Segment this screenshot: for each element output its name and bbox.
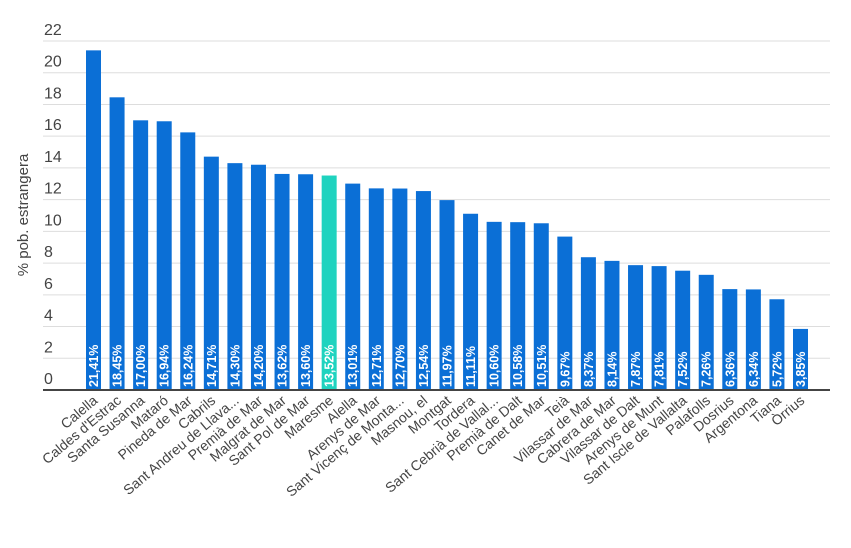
data-label: 8,37%	[582, 352, 596, 387]
bar	[604, 260, 620, 390]
data-label: 12,71%	[370, 345, 384, 387]
bar	[651, 266, 667, 390]
bar	[557, 236, 573, 390]
data-label: 5,72%	[770, 352, 784, 387]
y-tick-label: 12	[44, 181, 62, 198]
data-label: 7,87%	[629, 352, 643, 387]
bar	[298, 174, 314, 390]
data-label: 6,36%	[723, 352, 737, 387]
bar	[133, 120, 149, 391]
gridlines	[43, 40, 830, 359]
data-label: 3,85%	[794, 352, 808, 387]
y-tick-label: 4	[44, 308, 53, 325]
bar	[722, 289, 738, 390]
data-label: 12,54%	[417, 345, 431, 387]
bar	[274, 173, 290, 390]
bar	[580, 257, 596, 390]
y-tick-label: 6	[44, 276, 53, 293]
y-tick-label: 0	[44, 371, 53, 388]
y-tick-label: 16	[44, 117, 62, 134]
data-label: 10,60%	[488, 345, 502, 387]
bar	[675, 270, 691, 390]
data-label: 16,24%	[181, 345, 195, 387]
bar	[745, 289, 761, 390]
bar	[180, 132, 196, 390]
data-label: 12,70%	[393, 345, 407, 387]
bar	[227, 163, 243, 390]
data-label: 13,60%	[299, 345, 313, 387]
y-tick-label: 20	[44, 54, 62, 71]
data-label: 16,94%	[158, 345, 172, 387]
data-label: 13,01%	[346, 345, 360, 387]
bar	[628, 265, 644, 390]
bar	[156, 121, 172, 391]
data-label: 11,97%	[441, 345, 455, 387]
data-label: 14,20%	[252, 345, 266, 387]
bar	[698, 274, 714, 390]
bar	[510, 222, 526, 390]
bar	[203, 156, 219, 390]
bar	[533, 223, 549, 390]
bar	[368, 188, 384, 390]
bar	[86, 50, 101, 390]
data-label: 13,62%	[276, 345, 290, 387]
bars: 21,41% 18,45% 17,00% 16,94% 16,24% 14,71% 14,3…	[86, 50, 808, 391]
y-tick-label: 14	[44, 149, 62, 166]
data-label: 7,81%	[653, 352, 667, 387]
data-label: 17,00%	[134, 345, 148, 387]
bar	[392, 188, 408, 390]
bar	[793, 328, 808, 390]
bar	[769, 299, 785, 390]
y-tick-label: 10	[44, 212, 62, 229]
bar	[250, 164, 266, 390]
bar	[415, 191, 431, 390]
data-label: 13,52%	[323, 345, 337, 387]
bar	[463, 213, 479, 390]
y-tick-label: 22	[44, 22, 62, 39]
bar	[321, 175, 337, 390]
data-label: 11,11%	[464, 346, 478, 387]
data-label: 10,51%	[535, 345, 549, 387]
y-axis-ticks: 0 2 4 6 8 10 12 14 16 18 20 22	[44, 22, 62, 388]
data-label: 14,30%	[228, 345, 242, 387]
y-tick-label: 8	[44, 244, 53, 261]
data-label: 7,52%	[676, 352, 690, 387]
y-tick-label: 2	[44, 339, 53, 356]
data-label: 14,71%	[205, 345, 219, 387]
bar	[345, 183, 361, 390]
data-label: 18,45%	[111, 345, 125, 387]
bar	[486, 221, 502, 390]
y-axis-label: % pob. estrangera	[15, 153, 32, 276]
y-tick-label: 18	[44, 85, 62, 102]
data-label: 21,41%	[87, 345, 101, 387]
bar	[109, 97, 125, 390]
bar	[439, 200, 455, 390]
data-label: 6,34%	[747, 352, 761, 387]
data-label: 8,14%	[605, 352, 619, 387]
data-label: 9,67%	[558, 352, 572, 387]
data-label: 10,58%	[511, 345, 525, 387]
data-label: 7,26%	[700, 352, 714, 387]
